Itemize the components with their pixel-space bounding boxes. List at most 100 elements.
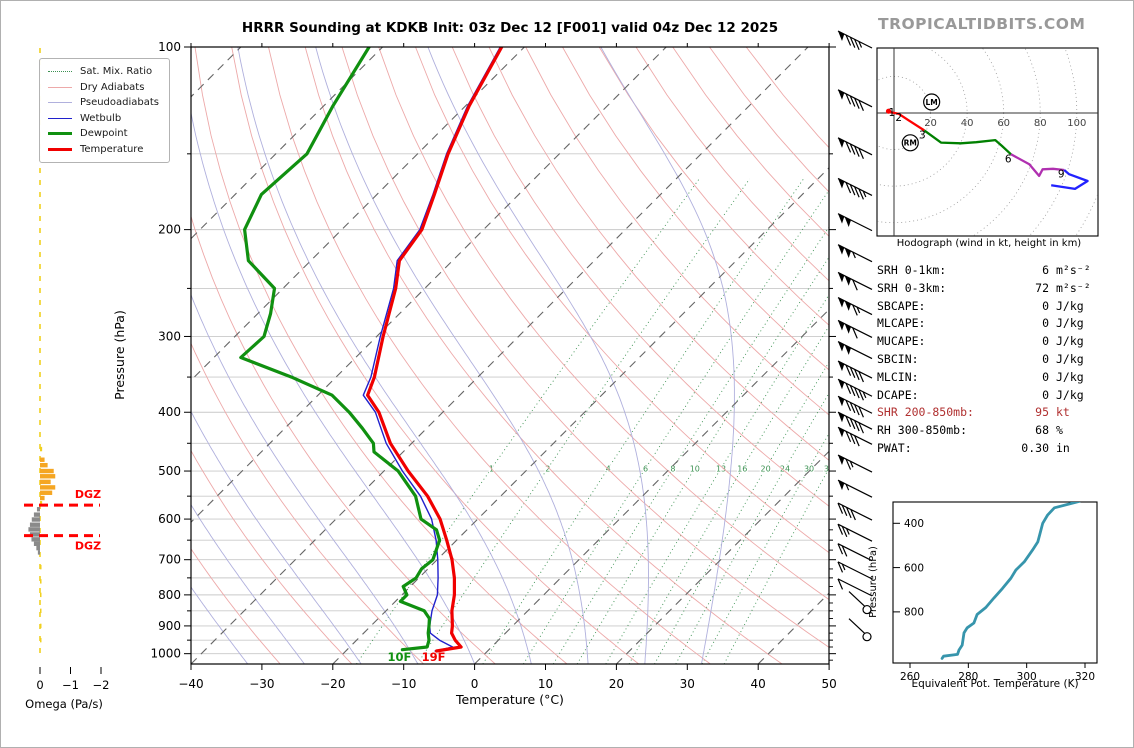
stats-panel: SRH 0-1km: 6 m²s⁻² SRH 0-3km: 72 m²s⁻² SBCAPE:… [877, 262, 1127, 458]
barb-full [837, 561, 844, 573]
theta-e-curve [940, 502, 1081, 660]
x-tick-label: 10 [538, 677, 553, 691]
mixing-ratio-line [605, 293, 829, 664]
barb-staff [837, 543, 873, 562]
barb-full [845, 34, 852, 46]
barb-full [849, 402, 856, 414]
hodo-trace-segment [923, 129, 1012, 156]
dry-adiabat-line [415, 47, 829, 554]
mixing-ratio-line [723, 467, 829, 664]
legend-line-sample-icon [48, 147, 72, 151]
hodo-ring-label: 20 [924, 118, 937, 129]
theta-e-x-tick-label: 300 [1017, 671, 1037, 683]
barb-full [845, 458, 852, 470]
barb-half [858, 41, 863, 48]
barb-full [845, 416, 852, 427]
pressure-tick-label: 700 [158, 553, 181, 567]
mixing-ratio-label: 8 [670, 464, 675, 473]
barb-full [837, 502, 844, 514]
barb-full [849, 143, 856, 155]
stat-row: SBCIN: 0 J/kg [877, 351, 1127, 369]
stat-unit: J/kg [1056, 298, 1084, 313]
x-tick-label: 50 [821, 677, 836, 691]
wind-barb [837, 89, 873, 111]
barb-half [849, 460, 854, 468]
hodo-trace-segment [1010, 153, 1065, 178]
stat-value: 0 [1042, 387, 1049, 402]
mixing-ratio-label: 20 [761, 464, 771, 473]
hodo-height-label: 3 [919, 130, 926, 142]
omega-bar [40, 637, 42, 643]
storm-motion-label: LM [926, 98, 938, 107]
legend-item: Pseudoadiabats [48, 95, 159, 111]
wind-barb [848, 591, 872, 615]
wind-barb [837, 30, 873, 51]
stat-label: SBCAPE: [877, 298, 926, 313]
barb-pennant [838, 297, 845, 308]
stat-label: DCAPE: [877, 387, 919, 402]
barb-half [862, 190, 867, 198]
storm-motion-label: RM [904, 139, 917, 148]
mixing-ratio-label: 13 [716, 464, 726, 473]
stat-unit: J/kg [1056, 369, 1084, 384]
legend-line-sample-icon [48, 132, 72, 136]
theta-e-x-axis-label: Equivalent Pot. Temperature (K) [911, 678, 1078, 690]
theta-e-panel: 260 280 300 320 400 600 800 [892, 501, 1098, 683]
mixing-ratio-label: 2 [545, 464, 550, 473]
barb-pennant [844, 344, 851, 355]
dry-adiabat-line [341, 47, 829, 648]
barb-half [852, 251, 856, 259]
theta-e-x-tick-label: 260 [900, 671, 920, 683]
theta-e-content [940, 502, 1081, 660]
pressure-tick-label: 1000 [150, 647, 181, 661]
barb-full [841, 504, 848, 516]
skewt-background: 1 2 4 6 8 10 13 16 20 24 30 36 [191, 47, 834, 664]
x-tick-label: −20 [320, 677, 345, 691]
skewt-curves [239, 47, 504, 653]
barb-half [845, 483, 850, 491]
omega-bar [36, 507, 40, 512]
stat-label: MLCIN: [877, 369, 919, 384]
omega-panel: DGZ DGZ 0 −1 −2 [24, 48, 109, 692]
stat-row: SRH 0-3km: 72 m²s⁻² [877, 280, 1127, 298]
omega-bar [31, 537, 40, 542]
barb-staff [837, 244, 873, 263]
omega-bar [40, 608, 42, 614]
omega-bar [40, 485, 56, 490]
stat-row: PWAT: 0.30 in [877, 440, 1127, 458]
mixing-ratio-label: 24 [780, 464, 790, 473]
barb-full [845, 383, 852, 395]
wind-barb-column [837, 30, 873, 642]
mixing-ratio-label: 36 [824, 464, 834, 473]
barb-staff [837, 561, 873, 580]
barb-full [854, 387, 860, 399]
barb-full [858, 188, 864, 200]
stat-value: 72 [1035, 280, 1049, 295]
storm-motion-marker [923, 93, 941, 111]
barb-pennant [838, 455, 845, 466]
mixing-ratio-label: 30 [804, 464, 814, 473]
surface-temp-label: 19F [422, 650, 446, 664]
legend-item-label: Dewpoint [80, 128, 128, 140]
barb-full [858, 422, 864, 434]
skewt-axes: −40 −30 −20 −10 0 10 20 30 40 50 100 200 300 400 500 60… [150, 40, 836, 691]
skewt-legend: Sat. Mix. Ratio Dry Adiabats Pseudoadiabat… [39, 58, 171, 163]
stat-value: 0 [1042, 298, 1049, 313]
barb-staff [837, 523, 873, 542]
wind-barb [837, 395, 873, 418]
x-tick-label: 20 [609, 677, 624, 691]
legend-item-label: Pseudoadiabats [80, 97, 160, 109]
pressure-tick-label: 800 [158, 588, 181, 602]
legend-item: Dewpoint [48, 126, 159, 142]
hodo-trace-start-dot [885, 108, 892, 114]
pressure-tick-label: 500 [158, 464, 181, 478]
omega-bar [40, 579, 42, 584]
wind-barb [837, 502, 873, 521]
wind-barb [837, 411, 873, 434]
dewpoint-curve [239, 47, 442, 652]
dry-adiabat-line [268, 47, 711, 664]
barb-full [852, 279, 858, 291]
omega-bar [29, 532, 40, 537]
dry-adiabat-line [231, 47, 639, 664]
calm-circle-icon [862, 604, 872, 615]
